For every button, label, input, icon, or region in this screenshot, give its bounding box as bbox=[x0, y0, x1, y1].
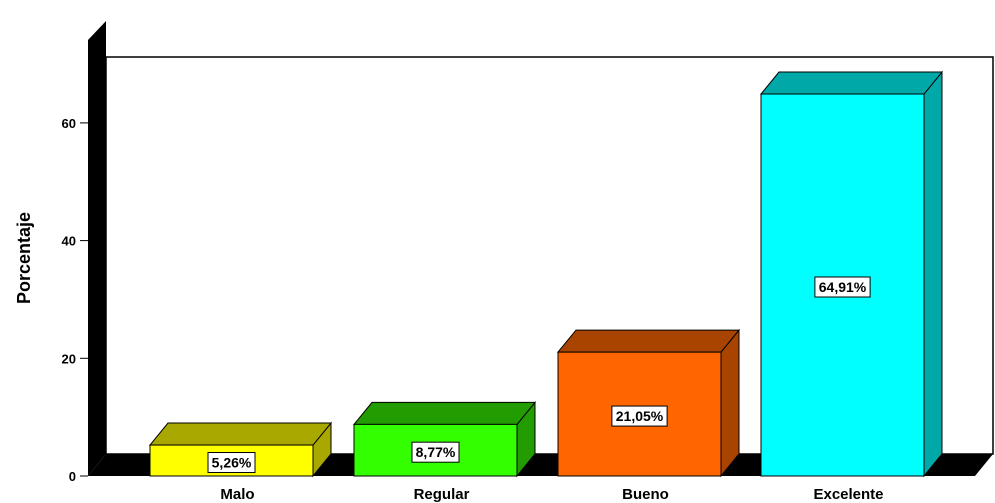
data-label-box bbox=[611, 405, 668, 427]
bar-regular: 8,77% bbox=[352, 400, 537, 478]
bar-side bbox=[720, 328, 740, 478]
bar-malo: 5,26% bbox=[148, 421, 333, 478]
x-tick-label: Malo bbox=[220, 486, 254, 503]
y-axis-label: Porcentaje bbox=[14, 212, 34, 304]
y-tick-label: 60 bbox=[62, 116, 76, 131]
bar-bueno: 21,05% bbox=[556, 328, 741, 478]
x-tick-label: Excelente bbox=[813, 486, 883, 503]
data-label-box bbox=[411, 441, 460, 463]
bar-top bbox=[148, 422, 333, 446]
x-tick-label: Bueno bbox=[622, 486, 669, 503]
bar-top bbox=[352, 401, 537, 425]
data-label: 5,26% bbox=[212, 455, 252, 471]
x-axis-labels: Malo Regular Bueno Excelente bbox=[220, 486, 883, 503]
y-tick-label: 20 bbox=[62, 351, 76, 366]
y-tick-label: 0 bbox=[69, 469, 76, 484]
data-label: 21,05% bbox=[616, 408, 664, 424]
bars: 5,26% 8,77% 21,05% 64,91% bbox=[148, 70, 944, 478]
data-label: 64,91% bbox=[819, 279, 867, 295]
x-tick-label: Regular bbox=[414, 486, 470, 503]
data-label: 8,77% bbox=[416, 444, 456, 460]
bar-top bbox=[759, 71, 944, 95]
left-wall bbox=[88, 21, 106, 476]
y-tick-label: 40 bbox=[62, 234, 76, 249]
bar-side bbox=[923, 70, 943, 478]
y-axis-ticks: 0 20 40 60 bbox=[62, 116, 88, 484]
bar-top bbox=[556, 329, 741, 353]
bar-excelente: 64,91% bbox=[759, 70, 944, 478]
data-label-box bbox=[207, 452, 256, 474]
data-label-box bbox=[814, 276, 871, 298]
